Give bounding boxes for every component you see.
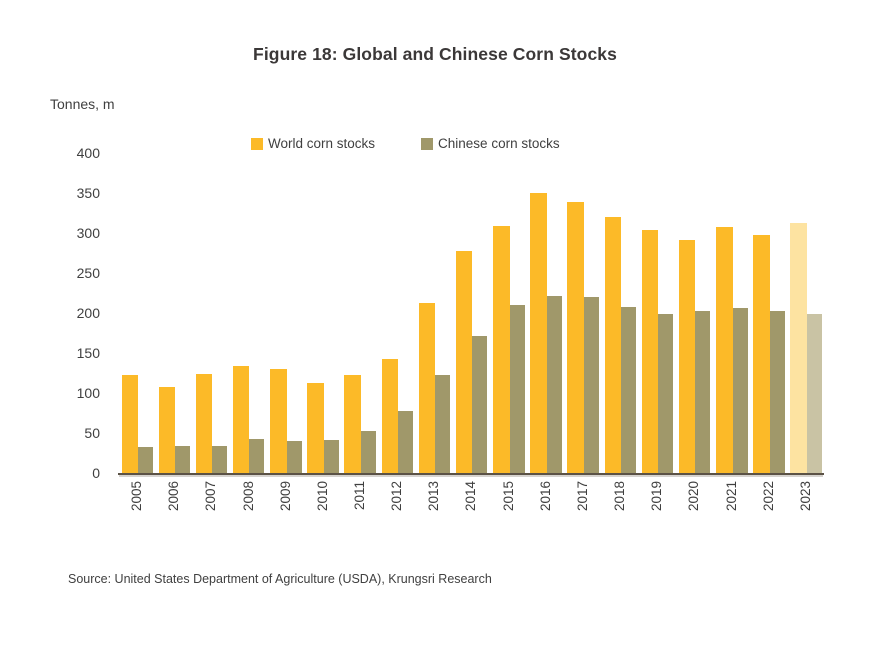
- world-bar-2015: [493, 225, 510, 473]
- x-tick-label-2008: 2008: [240, 481, 256, 512]
- legend-label-world: World corn stocks: [268, 136, 376, 151]
- x-tick-label-2022: 2022: [760, 481, 776, 512]
- world-bar-2008: [232, 365, 250, 473]
- world-bar-2017: [567, 201, 584, 473]
- world-bar-2019: [641, 229, 659, 473]
- chart-title: Figure 18: Global and Chinese Corn Stock…: [253, 44, 617, 64]
- world-bar-2007: [195, 373, 213, 473]
- bar-group-2010: [304, 153, 341, 473]
- legend-item-world: World corn stocks: [251, 136, 375, 151]
- bar-group-2012: [378, 153, 415, 473]
- bar-group-2015: [490, 153, 527, 473]
- source-note: Source: United States Department of Agri…: [68, 572, 492, 586]
- legend-item-chinese: Chinese corn stocks: [421, 136, 560, 151]
- x-tick-label-2020: 2020: [686, 481, 702, 512]
- y-tick-label: 100: [76, 385, 100, 401]
- x-tick-label-2013: 2013: [426, 481, 442, 512]
- world-bar-2010: [307, 382, 324, 473]
- y-tick-label: 0: [92, 465, 100, 481]
- bar-group-2011: [341, 153, 378, 473]
- chinese-series-swatch-icon: [421, 137, 434, 150]
- x-tick-label-2014: 2014: [463, 481, 479, 512]
- chinese-bar-2019: [658, 313, 674, 473]
- world-bar-2023: [790, 222, 807, 473]
- y-axis-tick-labels: 0 50 100 150 200 250 300 350 400: [40, 145, 100, 481]
- chinese-bar-2021: [732, 308, 748, 473]
- chinese-bar-2015: [509, 305, 525, 473]
- world-bar-2005: [121, 375, 138, 473]
- bar-group-2013: [415, 153, 452, 473]
- chinese-bar-2012: [398, 410, 414, 473]
- bar-group-2009: [267, 153, 304, 473]
- world-bar-2016: [530, 193, 547, 473]
- chinese-bar-2009: [286, 441, 302, 473]
- y-tick-label: 150: [76, 345, 100, 361]
- bar-group-2014: [452, 153, 489, 473]
- x-tick-label-2007: 2007: [203, 481, 219, 512]
- world-bar-2022: [753, 235, 770, 473]
- x-axis-tick-labels: 2005 2006 2007 2008 2009 2010 2011 2012 2013 2014…: [118, 481, 824, 537]
- x-tick-label-2018: 2018: [612, 481, 628, 512]
- bar-group-2007: [192, 153, 229, 473]
- world-bar-2014: [455, 251, 473, 473]
- x-tick-label-2015: 2015: [500, 481, 516, 512]
- bar-group-2022: [750, 153, 787, 473]
- x-tick-label-2010: 2010: [314, 481, 330, 512]
- world-bar-2009: [270, 369, 287, 473]
- world-bar-2006: [158, 387, 176, 473]
- y-tick-label: 350: [76, 185, 100, 201]
- x-tick-label-2019: 2019: [649, 481, 665, 512]
- chinese-bar-2023: [806, 313, 822, 473]
- x-tick-label-2012: 2012: [389, 481, 405, 512]
- bar-group-2021: [713, 153, 750, 473]
- x-tick-label-2017: 2017: [574, 481, 590, 512]
- world-bar-2020: [678, 240, 696, 473]
- x-tick-label-2011: 2011: [352, 481, 368, 511]
- chinese-bar-2011: [360, 430, 376, 473]
- bar-group-2006: [155, 153, 192, 473]
- x-tick-label-2005: 2005: [129, 481, 145, 512]
- y-tick-label: 250: [76, 265, 100, 281]
- chinese-bar-2020: [695, 310, 711, 473]
- bar-group-2005: [118, 153, 155, 473]
- world-bar-2011: [344, 375, 361, 473]
- bar-group-2018: [601, 153, 638, 473]
- chinese-bar-2007: [212, 445, 228, 473]
- chinese-bar-2005: [138, 447, 153, 473]
- chinese-bar-2014: [472, 336, 488, 473]
- x-tick-label-2021: 2021: [723, 481, 739, 512]
- chinese-bar-2013: [435, 375, 451, 473]
- bar-group-2020: [675, 153, 712, 473]
- chinese-bar-2022: [769, 310, 785, 473]
- y-tick-label: 400: [76, 145, 100, 161]
- world-bar-2012: [381, 358, 399, 473]
- chart-legend: World corn stocks Chinese corn stocks: [251, 136, 560, 151]
- x-tick-label-2016: 2016: [537, 481, 553, 512]
- chinese-bar-2010: [323, 440, 339, 473]
- y-tick-label: 200: [76, 305, 100, 321]
- bar-group-2008: [229, 153, 266, 473]
- y-tick-label: 50: [84, 425, 100, 441]
- bar-group-2023: [787, 153, 824, 473]
- chinese-bar-2006: [175, 445, 191, 473]
- bar-group-2017: [564, 153, 601, 473]
- chinese-bar-2017: [583, 297, 599, 473]
- x-tick-label-2006: 2006: [166, 481, 182, 512]
- chinese-bar-2018: [621, 306, 637, 473]
- plot-area: [118, 153, 824, 475]
- x-tick-label-2023: 2023: [797, 481, 813, 512]
- x-tick-label-2009: 2009: [277, 481, 293, 512]
- y-axis-unit-label: Tonnes, m: [50, 96, 115, 112]
- world-bar-2013: [418, 303, 436, 473]
- world-bar-2018: [604, 217, 622, 473]
- legend-label-chinese: Chinese corn stocks: [438, 136, 560, 151]
- chinese-bar-2008: [249, 439, 265, 473]
- chinese-bar-2016: [546, 296, 562, 473]
- bar-group-2019: [638, 153, 675, 473]
- y-tick-label: 300: [76, 225, 100, 241]
- world-bar-2021: [716, 226, 733, 473]
- world-series-swatch-icon: [251, 137, 263, 150]
- bar-group-2016: [527, 153, 564, 473]
